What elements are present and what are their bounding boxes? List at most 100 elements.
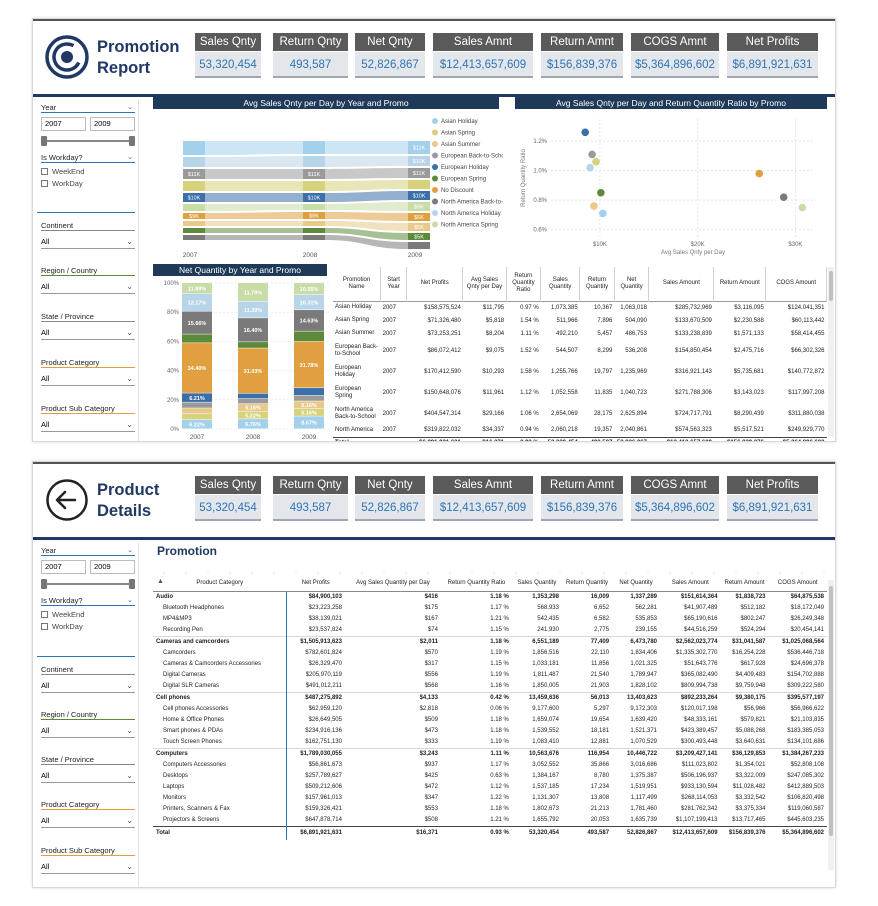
chevron-down-icon[interactable]: ⌄ (126, 771, 133, 780)
workday-option-weekend[interactable]: WeekEnd (41, 166, 135, 177)
column-header[interactable]: Return Quantity (561, 576, 613, 592)
state-dropdown[interactable]: All ⌄ (41, 769, 135, 783)
chevron-down-icon[interactable]: ⌄ (126, 420, 133, 429)
subcategory-row[interactable]: Digital SLR Cameras $491,012,211 $568 1.16 … (153, 680, 827, 692)
subcategory-dropdown[interactable]: All ⌄ (41, 418, 135, 432)
slider-handle-end[interactable] (129, 136, 135, 146)
product-table-scrollbar[interactable] (828, 580, 834, 870)
workday-option-weekend[interactable]: WeekEnd (41, 609, 135, 620)
column-header[interactable]: Product Category (153, 576, 287, 592)
legend-marker (432, 175, 438, 182)
column-header[interactable]: COGS Amount (765, 267, 827, 301)
column-header[interactable]: Return Quantity Ratio (506, 267, 542, 301)
column-header[interactable]: COGS Amount (768, 576, 827, 592)
region-slicer: Region / Country All ⌄ (41, 709, 135, 738)
subcategory-row[interactable]: Laptops $509,212,606 $472 1.12 % 1,537,185 17… (153, 781, 827, 793)
chevron-down-icon[interactable]: ⌄ (126, 862, 133, 871)
chevron-down-icon[interactable]: ⌄ (126, 681, 133, 690)
column-header[interactable]: Sales Amount (660, 576, 721, 592)
slider-handle-start[interactable] (41, 136, 47, 146)
slider-handle-end[interactable] (129, 579, 135, 589)
subcategory-row[interactable]: Projectors & Screens $647,878,714 $508 1.21… (153, 814, 827, 826)
chevron-down-icon[interactable]: ⌄ (127, 597, 133, 604)
column-header[interactable]: Avg Sales Quantity per Day (344, 576, 441, 592)
chevron-down-icon[interactable]: ⌄ (127, 154, 133, 161)
table-cell: Touch Screen Phones (153, 736, 288, 748)
subcategory-row[interactable]: Camcorders $782,601,824 $570 1.19 % 1,856,51… (153, 647, 827, 659)
subcategory-row[interactable]: Printers, Scanners & Fax $159,326,421 $553… (153, 803, 827, 815)
chevron-down-icon[interactable]: ⌄ (127, 104, 133, 111)
year-from-input[interactable]: 2007 (41, 560, 86, 574)
column-header[interactable]: Net Profits (406, 267, 464, 301)
column-header[interactable]: Net Quantity (614, 267, 650, 301)
category-row[interactable]: Audio $84,900,103 $416 1.18 % 1,353,298 16,00… (153, 590, 827, 603)
chevron-down-icon[interactable]: ⌄ (127, 547, 133, 554)
promotion-table-scrollbar[interactable] (828, 267, 834, 437)
table-cell: $3,209,427,141 (660, 747, 721, 760)
region-dropdown[interactable]: All ⌄ (41, 280, 135, 294)
chevron-down-icon[interactable]: ⌄ (126, 237, 133, 246)
column-header[interactable]: Return Amount (713, 267, 767, 301)
subcategory-row[interactable]: Cameras & Camcorders Accessories $26,329,… (153, 658, 827, 670)
column-header[interactable]: Return Amount (720, 576, 769, 592)
year-from-input[interactable]: 2007 (41, 117, 86, 131)
subcategory-row[interactable]: Home & Office Phones $26,649,505 $509 1.18 … (153, 714, 827, 726)
subcategory-row[interactable]: Smart phones & PDAs $234,916,136 $473 1.18 … (153, 725, 827, 737)
subcategory-row[interactable]: Cell phones Accessories $62,959,120 $2,818… (153, 703, 827, 715)
subcategory-row[interactable]: MP4&MP3 $38,139,021 $167 1.21 % 542,435 6,582… (153, 613, 827, 625)
back-arrow-icon[interactable] (45, 478, 89, 522)
stacked-data-label: 16.40% (244, 328, 263, 334)
checkbox[interactable] (41, 168, 48, 175)
continent-dropdown[interactable]: All ⌄ (41, 235, 135, 249)
chevron-down-icon[interactable]: ⌄ (126, 726, 133, 735)
column-header[interactable]: Sales Quantity (540, 267, 581, 301)
kpi-value: $6,891,921,631 (727, 52, 818, 78)
chevron-down-icon[interactable]: ⌄ (126, 328, 133, 337)
column-header[interactable]: Promotion Name (333, 267, 382, 301)
subcategory-row[interactable]: Recording Pen $23,537,824 $74 1.15 % 241,930… (153, 624, 827, 636)
column-header[interactable]: Avg Sales Qnty per Day (462, 267, 507, 301)
subcategory-row[interactable]: Touch Screen Phones $162,751,130 $333 1.19 … (153, 736, 827, 748)
chevron-down-icon[interactable]: ⌄ (126, 816, 133, 825)
checkbox[interactable] (41, 623, 48, 630)
continent-dropdown[interactable]: All ⌄ (41, 679, 135, 693)
year-range-slider[interactable] (41, 136, 135, 146)
column-header[interactable]: Return Quantity (579, 267, 615, 301)
table-cell: $158,575,524 (424, 304, 461, 311)
category-row[interactable]: Cell phones $487,275,892 $4,133 0.42 % 13,45… (153, 691, 827, 704)
subcategory-row[interactable]: Monitors $157,961,013 $347 1.22 % 1,131,307 1… (153, 792, 827, 804)
ribbon-flow-asian-holiday (325, 141, 408, 154)
column-header[interactable]: Sales Quantity (511, 576, 562, 592)
category-row[interactable]: Cameras and camcorders $1,505,913,623 $2,0… (153, 635, 827, 648)
subcategory-dropdown[interactable]: All ⌄ (41, 860, 135, 874)
column-header[interactable]: Net Profits (286, 576, 345, 592)
year-to-input[interactable]: 2009 (90, 560, 135, 574)
category-dropdown[interactable]: All ⌄ (41, 814, 135, 828)
column-header[interactable]: Return Quantity Ratio (440, 576, 512, 592)
checkbox[interactable] (41, 611, 48, 618)
subcategory-row[interactable]: Digital Cameras $205,970,119 $556 1.19 % 1,8… (153, 669, 827, 681)
workday-option-workday[interactable]: WorkDay (41, 621, 135, 632)
category-row[interactable]: Computers $1,789,030,055 $3,243 1.11 % 10,56… (153, 747, 827, 760)
table-cell: European Back-to-School (335, 343, 379, 357)
subcategory-row[interactable]: Desktops $257,789,627 $425 0.63 % 1,384,167 8… (153, 770, 827, 782)
subcategory-row[interactable]: Computers Accessories $56,861,673 $937 1.17… (153, 759, 827, 771)
table-cell: $26,329,470 (308, 660, 342, 667)
region-dropdown[interactable]: All ⌄ (41, 724, 135, 738)
chevron-down-icon[interactable]: ⌄ (126, 374, 133, 383)
year-to-input[interactable]: 2009 (90, 117, 135, 131)
state-dropdown[interactable]: All ⌄ (41, 326, 135, 340)
chevron-down-icon[interactable]: ⌄ (126, 282, 133, 291)
ribbon-data-label: $8K (309, 214, 319, 220)
checkbox[interactable] (41, 180, 48, 187)
table-cell: 1.21 % (490, 816, 509, 823)
column-header[interactable]: Start Year (380, 267, 408, 301)
column-header[interactable]: Sales Amount (648, 267, 715, 301)
year-range-slider[interactable] (41, 579, 135, 589)
slider-handle-start[interactable] (41, 579, 47, 589)
column-header[interactable]: Net Quantity (612, 576, 661, 592)
table-cell: $802,247 (740, 615, 766, 622)
workday-option-workday[interactable]: WorkDay (41, 178, 135, 189)
subcategory-row[interactable]: Bluetooth Headphones $23,223,258 $175 1.17 … (153, 602, 827, 614)
category-dropdown[interactable]: All ⌄ (41, 372, 135, 386)
